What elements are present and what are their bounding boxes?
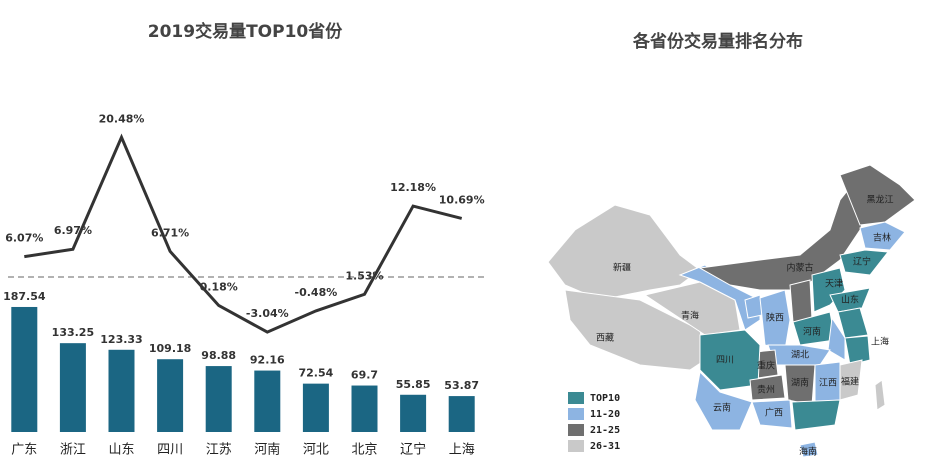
bar (108, 349, 135, 432)
province-label: 江西 (819, 378, 837, 389)
province (827, 316, 846, 361)
province (874, 379, 886, 411)
legend-label: 26-31 (590, 441, 620, 452)
province (759, 289, 791, 351)
bar-value-label: 72.54 (299, 367, 334, 380)
province (839, 249, 889, 276)
province-label: 天津 (825, 279, 843, 290)
province-label: 陕西 (766, 312, 784, 324)
bar (400, 394, 427, 432)
legend-swatch (568, 392, 584, 404)
bar-value-label: 69.7 (351, 369, 378, 382)
province-label: 贵州 (757, 384, 775, 396)
bar-value-label: 53.87 (444, 379, 479, 392)
province-label: 福建 (841, 376, 859, 388)
province (837, 307, 869, 339)
bar (351, 385, 378, 432)
province (694, 370, 753, 431)
line-value-label: 6.97% (54, 224, 92, 237)
province (564, 289, 706, 371)
bar (302, 383, 329, 432)
province-label: 内蒙古 (786, 262, 813, 274)
x-tick-label: 四川 (157, 443, 183, 458)
map-title: 各省份交易量排名分布 (632, 31, 803, 52)
bar-value-label: 109.18 (149, 342, 191, 355)
x-tick-label: 北京 (351, 443, 377, 458)
x-tick-label: 上海 (449, 443, 475, 458)
province (749, 374, 786, 401)
legend-label: TOP10 (590, 393, 620, 404)
province-label: 辽宁 (853, 256, 871, 268)
bar-value-label: 98.88 (201, 349, 236, 362)
line-value-label: -3.04% (246, 307, 289, 320)
province-label: 青海 (681, 310, 699, 322)
province (751, 399, 793, 429)
bar (157, 359, 184, 432)
line-value-label: 20.48% (99, 112, 145, 125)
bar-value-label: 55.85 (396, 378, 431, 391)
x-tick-label: 浙江 (60, 443, 86, 458)
province-label: 西藏 (596, 332, 614, 344)
line-value-label: 12.18% (390, 181, 436, 194)
legend-label: 11-20 (590, 409, 620, 420)
bar (448, 396, 475, 432)
line-value-label: -0.48% (295, 286, 338, 299)
province-label: 四川 (716, 356, 734, 366)
province-label: 湖北 (791, 350, 809, 361)
bar-value-label: 133.25 (52, 326, 94, 339)
province (643, 281, 741, 336)
x-tick-label: 山东 (108, 443, 134, 458)
province-label: 海南 (799, 446, 817, 458)
bar (254, 370, 281, 432)
province (799, 441, 819, 458)
bar (59, 343, 86, 432)
legend-swatch (568, 424, 584, 436)
province-label: 湖南 (791, 377, 809, 389)
legend-swatch (568, 440, 584, 452)
province (791, 399, 841, 431)
province-label: 云南 (713, 402, 731, 414)
line-value-label: 10.69% (439, 193, 485, 206)
province-label: 山东 (841, 294, 859, 306)
province-label: 吉林 (873, 232, 891, 244)
legend-swatch (568, 408, 584, 420)
province (839, 359, 863, 401)
province-label: 广西 (765, 407, 783, 419)
x-tick-label: 江苏 (206, 442, 232, 458)
legend-label: 21-25 (590, 425, 620, 436)
line-value-label: 6.07% (5, 232, 43, 245)
x-tick-label: 辽宁 (400, 442, 426, 458)
province-label: 重庆 (757, 360, 775, 372)
line (24, 133, 463, 334)
province (844, 335, 871, 366)
province-label: 上海 (871, 336, 889, 348)
bar-value-label: 187.54 (3, 290, 46, 303)
line-value-label: 0.18% (200, 280, 238, 293)
province (789, 279, 813, 323)
line-value-label: 1.53% (345, 269, 383, 282)
province (547, 204, 701, 301)
province (839, 164, 916, 226)
province (829, 287, 871, 313)
province-label: 河南 (803, 326, 821, 338)
bar (11, 306, 38, 432)
x-tick-label: 广东 (11, 443, 37, 458)
line-value-label: 6.71% (151, 226, 189, 239)
bar (205, 366, 232, 432)
bar-value-label: 123.33 (100, 333, 142, 346)
chart-title: 2019交易量TOP10省份 (148, 21, 343, 42)
province-label: 新疆 (613, 262, 631, 274)
province (859, 221, 906, 251)
bar-value-label: 92.16 (250, 354, 285, 367)
x-tick-label: 河北 (303, 443, 329, 458)
x-tick-label: 河南 (254, 442, 280, 458)
province-label: 黑龙江 (866, 194, 893, 206)
